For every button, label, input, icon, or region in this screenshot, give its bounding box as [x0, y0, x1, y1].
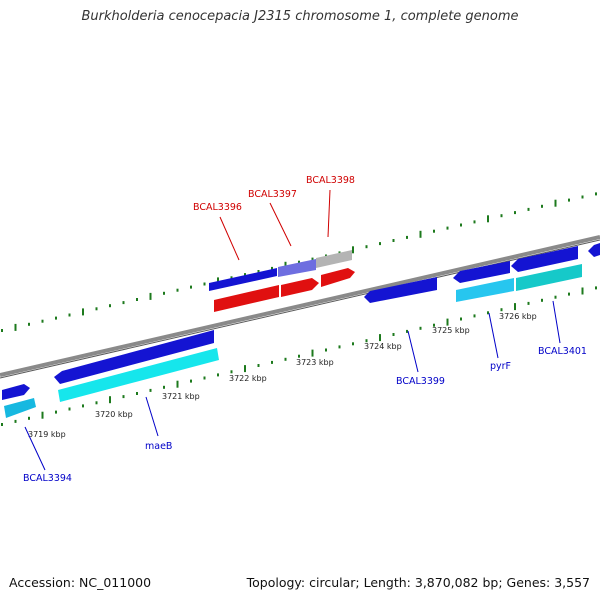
gene-label[interactable]: BCAL3396: [193, 202, 242, 213]
scale-label: 3725 kbp: [432, 326, 470, 335]
gene-arrow[interactable]: [516, 264, 582, 291]
gene-label[interactable]: maeB: [145, 441, 172, 452]
scale-label: 3726 kbp: [499, 312, 537, 321]
gene-label[interactable]: BCAL3399: [396, 376, 445, 387]
scale-label: 3724 kbp: [364, 342, 402, 351]
gene-label[interactable]: BCAL3401: [538, 346, 587, 357]
scale-ticks-lower: [1, 286, 597, 426]
scale-label: 3723 kbp: [296, 358, 334, 367]
gene-arrow[interactable]: [58, 348, 219, 402]
gene-arrow[interactable]: [281, 278, 319, 297]
gene-arrow[interactable]: [453, 261, 510, 283]
accession-text: Accession: NC_011000: [9, 575, 152, 590]
gene-arrow[interactable]: [364, 277, 437, 303]
gene-arrow[interactable]: [456, 278, 514, 302]
gene-arrow[interactable]: [316, 250, 352, 268]
map-title: Burkholderia cenocepacia J2315 chromosom…: [81, 9, 519, 24]
gene-label[interactable]: BCAL3398: [306, 175, 355, 186]
genome-backbone: [0, 235, 600, 377]
gene-arrow[interactable]: [209, 268, 277, 291]
gene-arrow[interactable]: [214, 285, 279, 312]
gene-label[interactable]: pyrF: [490, 361, 511, 372]
gene-arrow[interactable]: [2, 384, 30, 400]
scale-label: 3721 kbp: [162, 392, 200, 401]
gene-arrow[interactable]: [54, 330, 214, 384]
scale-label: 3722 kbp: [229, 374, 267, 383]
gene-label[interactable]: BCAL3394: [23, 473, 72, 484]
label-leaders: [24, 189, 561, 471]
genes: [2, 243, 600, 418]
gene-arrow[interactable]: [278, 259, 316, 277]
scale-label: 3720 kbp: [95, 410, 133, 419]
scale-label: 3719 kbp: [28, 430, 66, 439]
gene-arrow[interactable]: [321, 268, 355, 287]
gene-arrow[interactable]: [511, 246, 578, 272]
scale-labels: 3719 kbp 3720 kbp 3721 kbp 3722 kbp 3723…: [28, 312, 537, 439]
gene-arrow[interactable]: [588, 243, 600, 257]
gene-label[interactable]: BCAL3397: [248, 189, 297, 200]
topology-text: Topology: circular; Length: 3,870,082 bp…: [246, 575, 590, 590]
gene-arrow[interactable]: [4, 398, 36, 418]
gene-labels: BCAL3394 maeB BCAL3396 BCAL3397 BCAL3398…: [23, 175, 587, 484]
